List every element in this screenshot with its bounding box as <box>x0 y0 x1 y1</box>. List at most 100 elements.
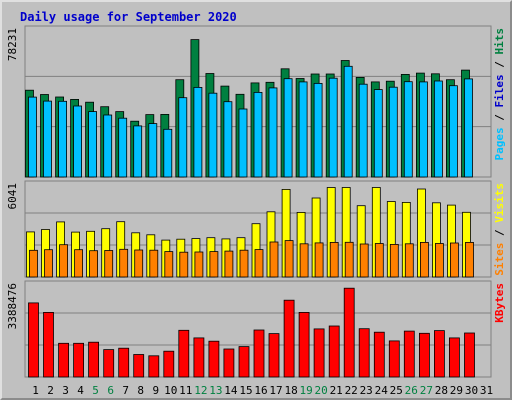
x-tick-label-4: 4 <box>77 384 84 397</box>
bar-kbytes-30 <box>464 332 475 378</box>
bar-sites-20 <box>314 242 324 278</box>
bar-files-21 <box>328 77 338 178</box>
x-tick-label-22: 22 <box>345 384 358 397</box>
bar-files-4 <box>73 105 82 178</box>
bar-files-28 <box>433 80 443 178</box>
x-tick-label-10: 10 <box>164 384 177 397</box>
x-tick-label-8: 8 <box>137 384 144 397</box>
bar-files-10 <box>163 128 173 178</box>
bar-files-12 <box>193 87 203 178</box>
x-tick-label-5: 5 <box>92 384 99 397</box>
legend-entry-visits: Visits <box>493 183 506 223</box>
bar-kbytes-23 <box>358 328 370 378</box>
bar-files-24 <box>373 89 383 178</box>
bar-sites-5 <box>89 250 98 278</box>
bar-kbytes-19 <box>298 311 310 378</box>
x-tick-label-3: 3 <box>62 384 69 397</box>
bar-sites-30 <box>465 241 474 278</box>
bar-kbytes-4 <box>73 342 84 378</box>
bar-files-15 <box>238 108 248 178</box>
bar-kbytes-20 <box>313 328 325 378</box>
bar-files-3 <box>58 100 67 178</box>
bar-files-9 <box>148 123 158 178</box>
x-tick-label-25: 25 <box>390 384 403 397</box>
y-max-label: 6041 <box>6 183 19 210</box>
bar-sites-23 <box>359 243 369 278</box>
legend-entry-files: Files <box>493 74 506 107</box>
bar-kbytes-6 <box>103 349 115 378</box>
bar-files-19 <box>298 81 308 178</box>
bar-sites-22 <box>344 241 354 278</box>
bar-kbytes-16 <box>253 329 265 378</box>
bar-files-25 <box>388 86 398 178</box>
bar-files-29 <box>448 85 458 178</box>
bar-files-20 <box>313 83 323 178</box>
bar-files-16 <box>253 92 263 178</box>
bar-sites-6 <box>104 250 114 278</box>
bar-sites-15 <box>239 249 249 278</box>
bar-files-26 <box>403 81 413 178</box>
x-tick-label-23: 23 <box>360 384 373 397</box>
x-tick-label-7: 7 <box>122 384 129 397</box>
bar-kbytes-13 <box>208 340 220 378</box>
x-tick-label-18: 18 <box>284 384 297 397</box>
bar-files-18 <box>283 78 293 178</box>
bar-files-30 <box>464 78 473 178</box>
bar-sites-24 <box>374 243 384 278</box>
legend-entry-kbytes: KBytes <box>493 283 506 323</box>
bar-files-22 <box>343 65 353 178</box>
bar-sites-9 <box>149 249 159 278</box>
legend-hits-files-pages: Pages / Files / Hits <box>493 28 506 161</box>
bar-sites-8 <box>134 249 144 278</box>
bar-sites-17 <box>269 241 279 278</box>
bar-sites-19 <box>299 243 309 278</box>
bar-sites-21 <box>329 241 339 278</box>
legend-visits-sites: Sites / Visits <box>493 183 506 276</box>
bar-sites-14 <box>224 250 234 278</box>
bar-files-6 <box>103 114 113 178</box>
bar-kbytes-8 <box>133 354 145 378</box>
bar-kbytes-9 <box>148 355 160 378</box>
bar-sites-4 <box>74 249 83 278</box>
bar-kbytes-5 <box>88 341 99 378</box>
legend-entry-sites: Sites <box>493 243 506 276</box>
bar-sites-29 <box>449 242 459 278</box>
bar-kbytes-21 <box>328 325 340 378</box>
bar-kbytes-3 <box>58 342 69 378</box>
legend-entry-pages: Pages <box>493 127 506 160</box>
bar-kbytes-24 <box>373 331 385 378</box>
bar-sites-1 <box>29 249 38 278</box>
bar-kbytes-12 <box>193 337 205 378</box>
bar-sites-12 <box>194 251 204 278</box>
bar-kbytes-22 <box>343 287 355 378</box>
bar-kbytes-14 <box>223 348 235 378</box>
bar-kbytes-28 <box>433 330 445 378</box>
bar-sites-3 <box>59 244 68 278</box>
bar-kbytes-17 <box>268 333 280 378</box>
bar-kbytes-27 <box>418 332 430 378</box>
bar-files-27 <box>418 81 428 178</box>
x-tick-label-28: 28 <box>435 384 448 397</box>
bar-kbytes-29 <box>448 337 460 378</box>
bar-kbytes-7 <box>118 347 130 378</box>
x-tick-label-11: 11 <box>179 384 192 397</box>
x-tick-label-13: 13 <box>209 384 222 397</box>
bar-kbytes-15 <box>238 346 250 378</box>
y-max-label: 78231 <box>6 28 19 61</box>
bar-files-14 <box>223 101 233 178</box>
bar-files-8 <box>133 125 143 178</box>
bar-sites-25 <box>389 243 399 278</box>
bar-sites-2 <box>44 249 53 278</box>
x-tick-label-31: 31 <box>480 384 493 397</box>
x-tick-label-16: 16 <box>254 384 267 397</box>
bar-sites-10 <box>164 251 174 278</box>
x-tick-label-21: 21 <box>330 384 343 397</box>
bar-sites-7 <box>119 248 129 278</box>
bar-kbytes-2 <box>43 311 54 378</box>
bar-sites-16 <box>254 249 264 278</box>
x-tick-label-1: 1 <box>32 384 39 397</box>
x-tick-label-2: 2 <box>47 384 54 397</box>
x-tick-label-24: 24 <box>375 384 389 397</box>
bar-kbytes-25 <box>388 340 400 378</box>
bar-files-13 <box>208 92 218 178</box>
